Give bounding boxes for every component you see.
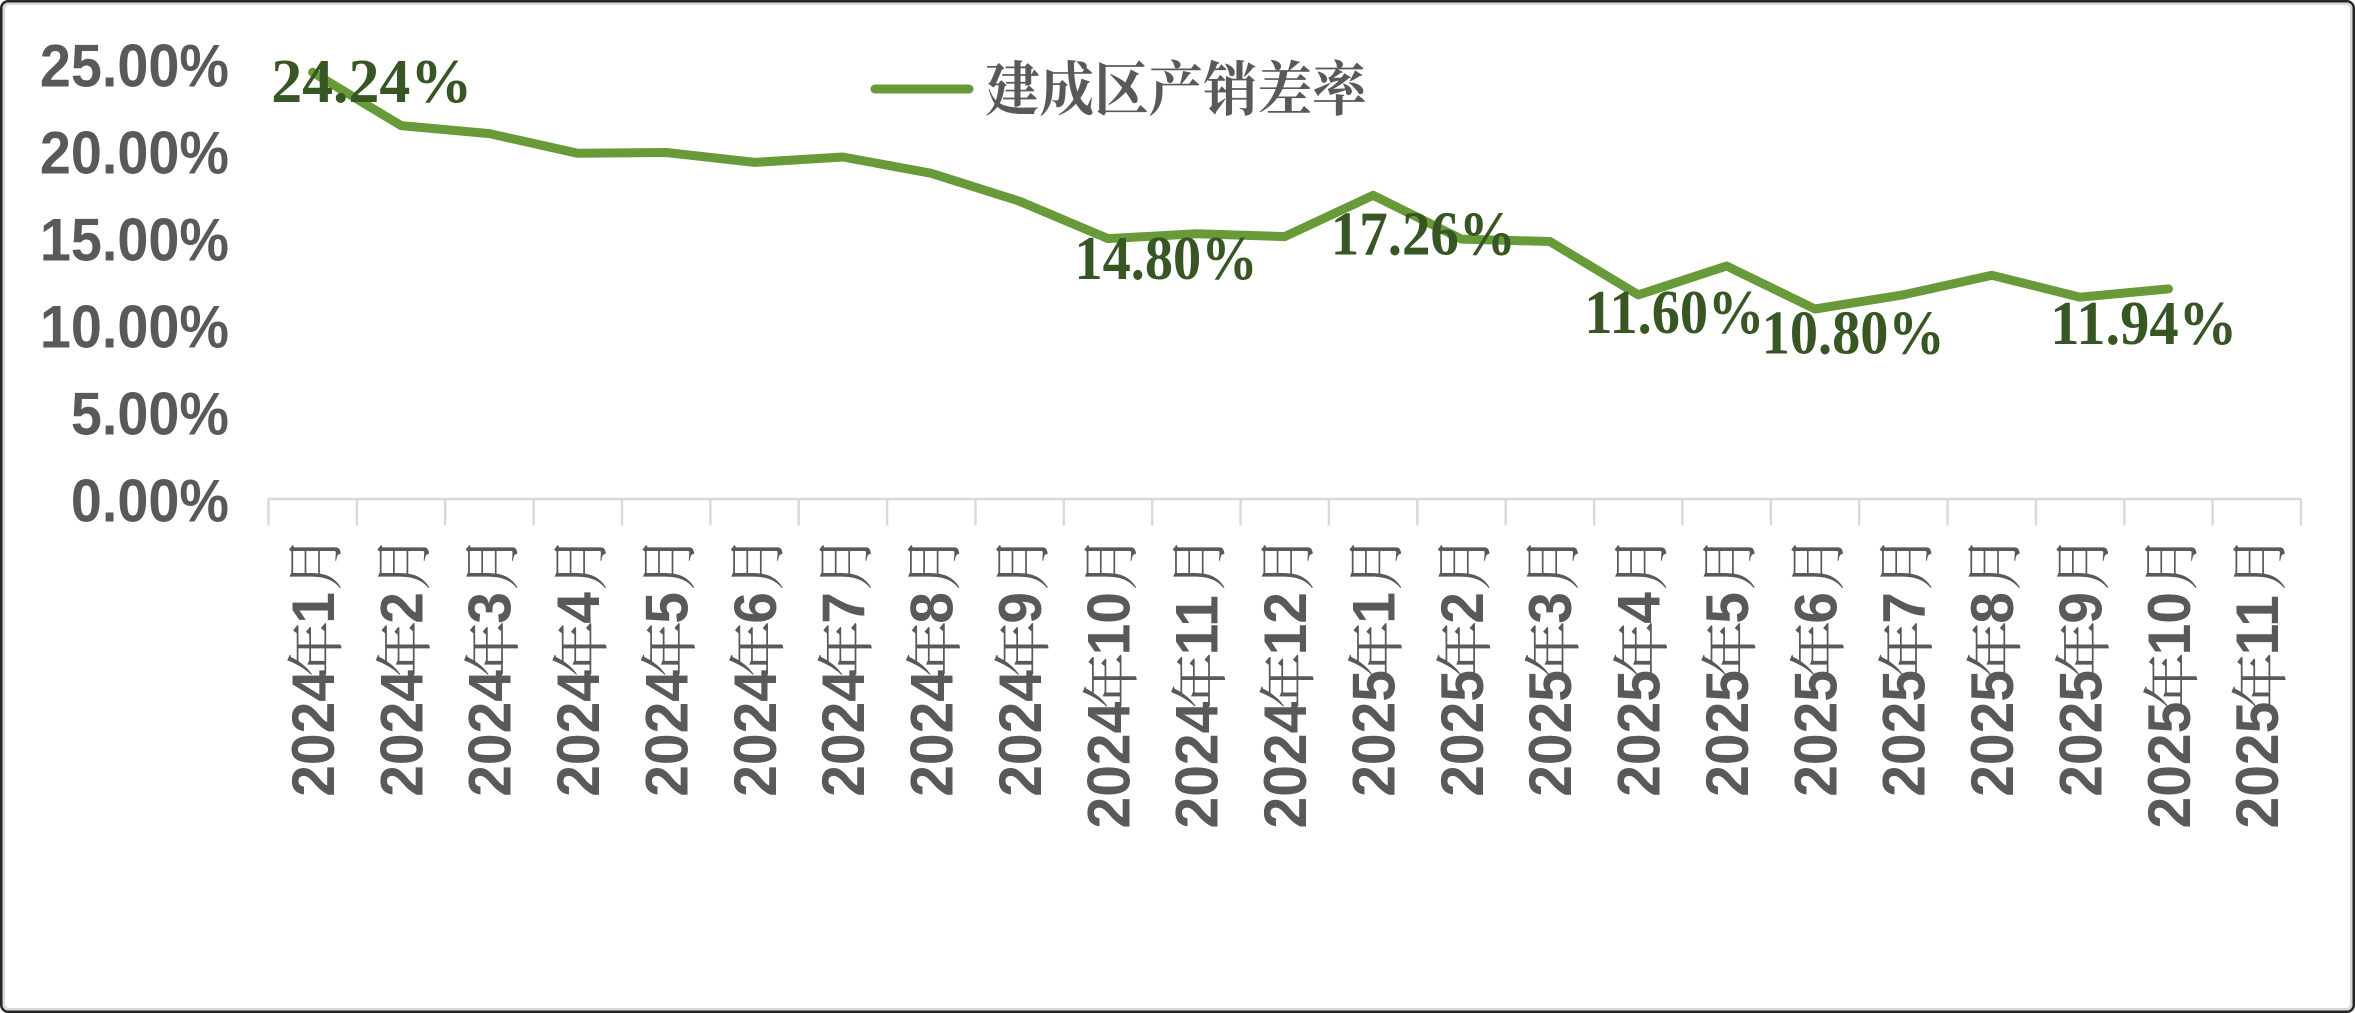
svg-text:3: 3 [457,592,524,624]
svg-text:11: 11 [1164,595,1231,655]
svg-text:2024: 2024 [1253,701,1320,828]
svg-text:20.00%: 20.00% [40,119,229,187]
svg-text:11.60%: 11.60% [1584,279,1764,347]
svg-text:2: 2 [1429,592,1496,624]
svg-text:10: 10 [1076,592,1143,655]
svg-text:17.26%: 17.26% [1331,200,1516,268]
svg-text:2025: 2025 [2136,702,2203,829]
svg-text:24.24%: 24.24% [271,48,472,116]
svg-text:2024: 2024 [722,670,789,797]
svg-text:2024: 2024 [1164,701,1231,828]
svg-text:2025: 2025 [2048,670,2115,797]
svg-text:8: 8 [1960,592,2027,624]
svg-text:25.00%: 25.00% [40,32,229,100]
svg-text:6: 6 [1783,592,1850,624]
svg-text:10.00%: 10.00% [40,293,229,361]
svg-text:2025: 2025 [2225,702,2292,829]
svg-text:10.80%: 10.80% [1762,300,1945,368]
svg-text:9: 9 [988,592,1055,624]
svg-text:12: 12 [1253,592,1320,655]
svg-text:11: 11 [2225,595,2292,655]
svg-text:5.00%: 5.00% [71,380,229,448]
svg-text:2024: 2024 [546,670,613,797]
svg-text:0.00%: 0.00% [71,467,229,535]
svg-text:7: 7 [1871,592,1938,624]
svg-text:2025: 2025 [1518,670,1585,797]
svg-text:1: 1 [281,592,348,624]
svg-text:2025: 2025 [1960,670,2027,797]
svg-text:11.94%: 11.94% [2050,290,2237,358]
svg-text:2024: 2024 [899,670,966,797]
svg-text:2024: 2024 [811,670,878,797]
svg-text:3: 3 [1518,592,1585,624]
svg-text:6: 6 [722,592,789,624]
svg-text:2024: 2024 [634,670,701,797]
svg-text:2024: 2024 [1076,701,1143,828]
svg-text:9: 9 [2048,592,2115,624]
svg-text:2024: 2024 [281,670,348,797]
svg-text:5: 5 [634,592,701,624]
svg-text:2: 2 [369,592,436,624]
svg-text:2025: 2025 [1429,670,1496,797]
svg-text:8: 8 [899,592,966,624]
svg-text:7: 7 [811,592,878,624]
svg-text:2024: 2024 [988,670,1055,797]
svg-text:2025: 2025 [1871,670,1938,797]
svg-text:14.80%: 14.80% [1075,225,1258,293]
svg-text:1: 1 [1341,592,1408,624]
svg-text:2025: 2025 [1606,670,1673,797]
svg-text:4: 4 [546,592,613,624]
svg-text:4: 4 [1606,592,1673,624]
svg-text:2025: 2025 [1341,670,1408,797]
svg-text:2024: 2024 [457,670,524,797]
svg-text:2024: 2024 [369,670,436,797]
svg-text:2025: 2025 [1783,670,1850,797]
svg-text:5: 5 [1695,592,1762,624]
svg-text:10: 10 [2136,592,2203,655]
svg-text:2025: 2025 [1695,670,1762,797]
svg-text:15.00%: 15.00% [40,206,229,274]
